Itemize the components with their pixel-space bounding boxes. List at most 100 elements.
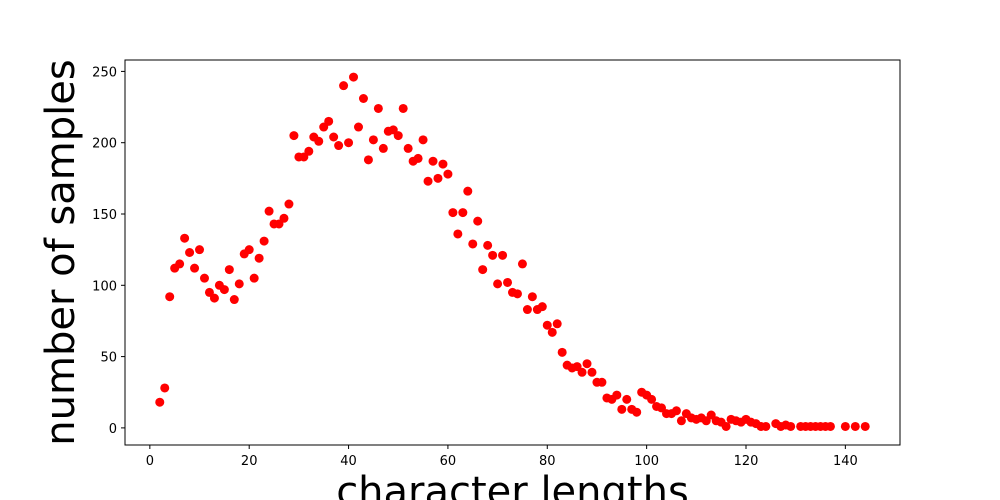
data-point — [488, 250, 498, 260]
data-point — [468, 239, 478, 249]
data-point — [160, 383, 170, 393]
data-point — [493, 279, 503, 289]
data-point — [349, 72, 359, 82]
data-point — [860, 421, 870, 431]
y-tick-label: 150 — [92, 208, 117, 223]
data-point — [473, 216, 483, 226]
data-point — [448, 208, 458, 218]
y-tick-label: 100 — [92, 279, 117, 294]
data-point — [244, 245, 254, 255]
data-point — [617, 404, 627, 414]
data-point — [647, 394, 657, 404]
plot-area-frame — [124, 59, 901, 446]
data-point — [314, 136, 324, 146]
data-point — [423, 176, 433, 186]
data-point — [721, 421, 731, 431]
data-point — [433, 173, 443, 183]
y-axis-ticks: 0 50 100 150 200 250 — [92, 65, 125, 437]
data-point — [185, 248, 195, 257]
y-tick-label: 250 — [92, 65, 117, 80]
data-point — [582, 359, 592, 369]
data-point — [403, 143, 413, 153]
data-point — [344, 138, 354, 148]
data-point — [786, 421, 796, 431]
data-point — [393, 131, 403, 141]
data-point — [671, 406, 681, 416]
x-tick-label: 40 — [340, 454, 357, 469]
data-point — [547, 327, 557, 337]
data-point — [219, 285, 229, 295]
data-point — [587, 367, 597, 377]
data-point — [527, 292, 537, 302]
data-point — [542, 320, 552, 330]
x-tick-label: 0 — [146, 454, 154, 469]
x-tick-label: 100 — [634, 454, 659, 469]
y-axis-title: number of samples — [38, 59, 84, 445]
data-point — [676, 416, 686, 426]
data-point — [413, 153, 423, 163]
data-point — [234, 279, 244, 289]
data-point — [438, 159, 448, 169]
data-points — [155, 72, 870, 431]
data-point — [358, 94, 368, 103]
data-point — [190, 263, 200, 273]
data-point — [825, 421, 835, 431]
data-point — [368, 135, 378, 145]
data-point — [503, 277, 513, 287]
x-axis-title: character lengths — [336, 469, 689, 500]
y-tick-label: 50 — [100, 351, 117, 366]
data-point — [363, 155, 373, 165]
data-point — [398, 103, 408, 113]
data-point — [443, 169, 453, 179]
data-point — [498, 250, 508, 260]
data-point — [840, 421, 850, 431]
data-point — [622, 394, 632, 404]
y-tick-label: 0 — [109, 422, 117, 437]
data-point — [279, 213, 289, 223]
data-point — [180, 233, 190, 243]
data-point — [522, 305, 532, 315]
data-point — [329, 132, 339, 142]
data-point — [334, 141, 344, 151]
data-point — [264, 206, 274, 216]
x-tick-label: 140 — [833, 454, 858, 469]
data-point — [199, 273, 209, 283]
data-point — [155, 397, 165, 407]
data-point — [254, 253, 264, 263]
data-point — [463, 186, 473, 196]
data-point — [552, 319, 562, 329]
data-point — [632, 407, 642, 417]
data-point — [478, 265, 488, 275]
data-point — [597, 377, 607, 387]
data-point — [324, 116, 334, 126]
data-point — [577, 367, 587, 377]
data-point — [483, 240, 493, 250]
data-point — [557, 347, 567, 357]
data-point — [249, 273, 259, 283]
data-point — [428, 156, 438, 166]
data-point — [224, 265, 234, 275]
data-point — [453, 229, 463, 239]
data-point — [373, 103, 383, 113]
data-point — [378, 143, 388, 153]
data-point — [458, 208, 468, 218]
data-point — [517, 259, 527, 269]
data-point — [512, 289, 522, 299]
data-point — [304, 146, 314, 156]
data-point — [612, 390, 622, 400]
data-point — [537, 302, 547, 312]
x-axis-ticks: 0 20 40 60 80 100 120 140 — [146, 445, 858, 469]
data-point — [353, 122, 363, 132]
data-point — [165, 292, 175, 302]
data-point — [418, 135, 428, 145]
data-point — [175, 259, 185, 269]
data-point — [289, 131, 299, 141]
data-point — [209, 293, 219, 303]
data-point — [229, 295, 239, 305]
data-point — [259, 236, 269, 246]
x-tick-label: 120 — [734, 454, 759, 469]
x-tick-label: 20 — [241, 454, 258, 469]
x-tick-label: 60 — [440, 454, 457, 469]
data-point — [339, 81, 349, 91]
